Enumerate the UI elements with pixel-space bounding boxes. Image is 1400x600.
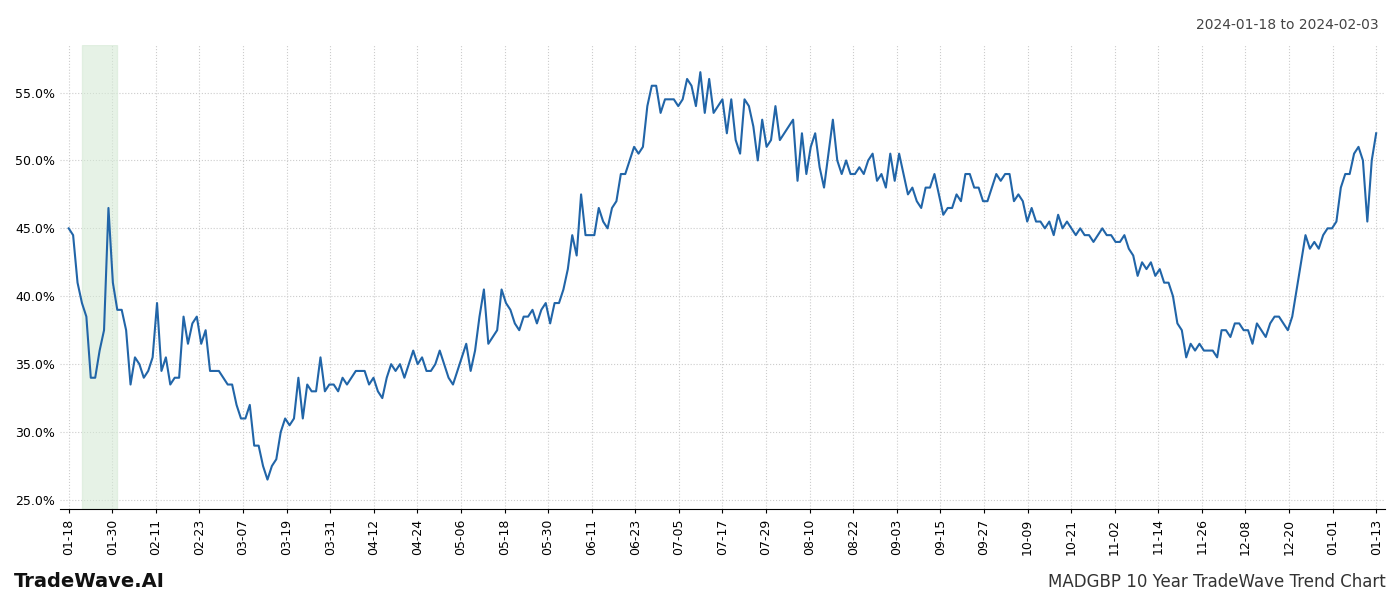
Text: 2024-01-18 to 2024-02-03: 2024-01-18 to 2024-02-03	[1197, 18, 1379, 32]
Text: MADGBP 10 Year TradeWave Trend Chart: MADGBP 10 Year TradeWave Trend Chart	[1049, 573, 1386, 591]
Bar	[83, 45, 118, 509]
Text: TradeWave.AI: TradeWave.AI	[14, 572, 165, 591]
